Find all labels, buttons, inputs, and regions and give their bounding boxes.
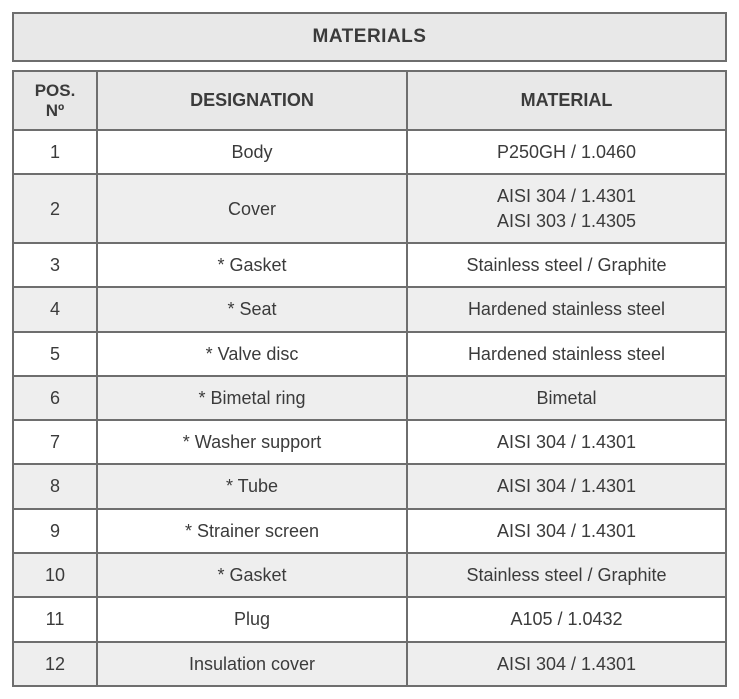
cell-material: Stainless steel / Graphite (407, 553, 726, 597)
cell-pos: 2 (13, 174, 97, 243)
table-row: 9* Strainer screenAISI 304 / 1.4301 (13, 509, 726, 553)
table-row: 12Insulation coverAISI 304 / 1.4301 (13, 642, 726, 686)
cell-pos: 7 (13, 420, 97, 464)
table-title: MATERIALS (12, 12, 727, 62)
col-header-designation: DESIGNATION (97, 71, 407, 130)
table-header: POS. Nº DESIGNATION MATERIAL (13, 71, 726, 130)
table-row: 6* Bimetal ringBimetal (13, 376, 726, 420)
cell-material: Hardened stainless steel (407, 287, 726, 331)
cell-material: AISI 304 / 1.4301 (407, 642, 726, 686)
cell-pos: 1 (13, 130, 97, 174)
table-row: 3* GasketStainless steel / Graphite (13, 243, 726, 287)
col-header-pos: POS. Nº (13, 71, 97, 130)
cell-designation: * Gasket (97, 243, 407, 287)
table-row: 10* GasketStainless steel / Graphite (13, 553, 726, 597)
col-header-material: MATERIAL (407, 71, 726, 130)
table-row: 4* SeatHardened stainless steel (13, 287, 726, 331)
cell-designation: * Washer support (97, 420, 407, 464)
cell-designation: * Gasket (97, 553, 407, 597)
cell-material: Bimetal (407, 376, 726, 420)
cell-material: AISI 304 / 1.4301 (407, 464, 726, 508)
table-row: 5* Valve discHardened stainless steel (13, 332, 726, 376)
cell-material: Stainless steel / Graphite (407, 243, 726, 287)
cell-pos: 10 (13, 553, 97, 597)
cell-designation: * Tube (97, 464, 407, 508)
cell-material: P250GH / 1.0460 (407, 130, 726, 174)
cell-designation: Cover (97, 174, 407, 243)
cell-designation: * Strainer screen (97, 509, 407, 553)
cell-pos: 11 (13, 597, 97, 641)
cell-designation: * Valve disc (97, 332, 407, 376)
cell-pos: 12 (13, 642, 97, 686)
title-body-gap (12, 62, 727, 70)
cell-designation: Insulation cover (97, 642, 407, 686)
cell-pos: 4 (13, 287, 97, 331)
table-row: 2CoverAISI 304 / 1.4301 AISI 303 / 1.430… (13, 174, 726, 243)
cell-material: A105 / 1.0432 (407, 597, 726, 641)
cell-material: AISI 304 / 1.4301 (407, 509, 726, 553)
materials-table-container: MATERIALS POS. Nº DESIGNATION MATERIAL 1… (12, 12, 727, 687)
table-header-row: POS. Nº DESIGNATION MATERIAL (13, 71, 726, 130)
materials-table: POS. Nº DESIGNATION MATERIAL 1BodyP250GH… (12, 70, 727, 687)
cell-material: Hardened stainless steel (407, 332, 726, 376)
table-row: 8* TubeAISI 304 / 1.4301 (13, 464, 726, 508)
cell-pos: 6 (13, 376, 97, 420)
cell-designation: * Bimetal ring (97, 376, 407, 420)
table-row: 11PlugA105 / 1.0432 (13, 597, 726, 641)
cell-designation: Plug (97, 597, 407, 641)
cell-pos: 3 (13, 243, 97, 287)
table-row: 7* Washer supportAISI 304 / 1.4301 (13, 420, 726, 464)
table-row: 1BodyP250GH / 1.0460 (13, 130, 726, 174)
cell-pos: 8 (13, 464, 97, 508)
cell-designation: Body (97, 130, 407, 174)
cell-designation: * Seat (97, 287, 407, 331)
cell-pos: 9 (13, 509, 97, 553)
cell-pos: 5 (13, 332, 97, 376)
table-body: 1BodyP250GH / 1.04602CoverAISI 304 / 1.4… (13, 130, 726, 686)
cell-material: AISI 304 / 1.4301 AISI 303 / 1.4305 (407, 174, 726, 243)
cell-material: AISI 304 / 1.4301 (407, 420, 726, 464)
